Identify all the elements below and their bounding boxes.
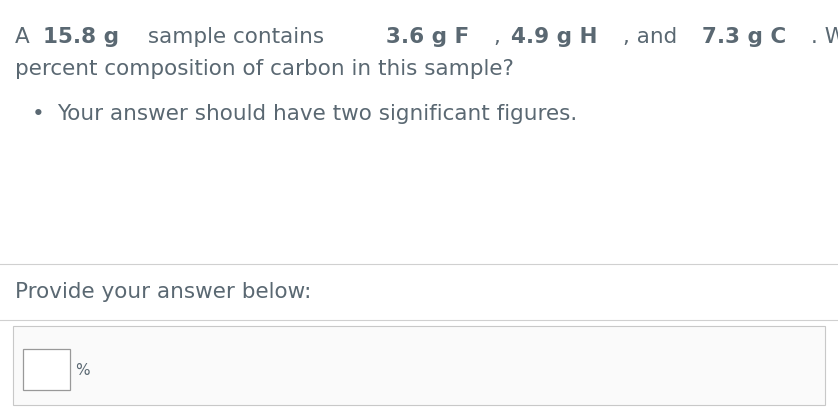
Text: •: •	[32, 103, 44, 123]
Text: Your answer should have two significant figures.: Your answer should have two significant …	[57, 103, 577, 123]
FancyBboxPatch shape	[23, 349, 70, 390]
Text: ,: ,	[494, 27, 507, 47]
Text: 7.3 g C: 7.3 g C	[702, 27, 786, 47]
Text: Provide your answer below:: Provide your answer below:	[15, 281, 312, 301]
Text: 15.8 g: 15.8 g	[43, 27, 119, 47]
Text: . What is the: . What is the	[810, 27, 838, 47]
Text: 4.9 g H: 4.9 g H	[511, 27, 597, 47]
Text: sample contains: sample contains	[141, 27, 331, 47]
Text: A: A	[15, 27, 37, 47]
FancyBboxPatch shape	[13, 326, 825, 405]
Text: 3.6 g F: 3.6 g F	[386, 27, 469, 47]
Text: percent composition of carbon in this sample?: percent composition of carbon in this sa…	[15, 59, 514, 79]
Text: %: %	[75, 362, 90, 377]
Text: , and: , and	[623, 27, 684, 47]
